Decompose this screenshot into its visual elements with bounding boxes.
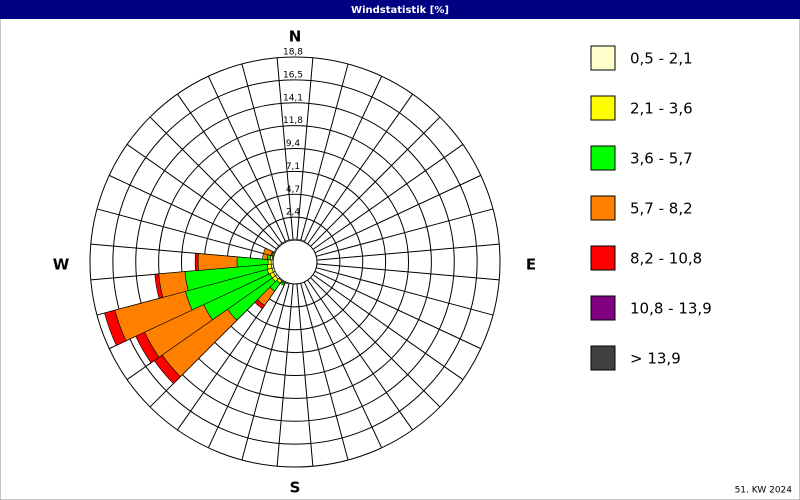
- compass-s: S: [290, 479, 301, 497]
- spoke: [296, 57, 314, 241]
- grid-ring: [89, 56, 501, 468]
- y-tick-label: 16,5: [283, 70, 303, 80]
- spoke: [300, 283, 349, 461]
- spoke: [316, 263, 500, 281]
- legend-label: 0,5 - 2,1: [630, 50, 693, 68]
- spoke: [316, 267, 494, 316]
- legend-swatch: [590, 145, 616, 171]
- legend-swatch: [590, 295, 616, 321]
- footer: 51. KW 2024: [735, 486, 793, 496]
- spoke: [149, 116, 280, 247]
- spoke: [108, 174, 276, 254]
- spoke: [307, 93, 413, 245]
- wedge-segment: [292, 238, 298, 241]
- legend-label: 2,1 - 3,6: [630, 100, 693, 118]
- spoke: [307, 279, 413, 431]
- chart-title: Windstatistik [%]: [351, 5, 449, 16]
- legend-label: 3,6 - 5,7: [630, 150, 693, 168]
- legend-swatch: [590, 95, 616, 121]
- spoke: [312, 274, 464, 380]
- wedge-segment: [263, 247, 273, 256]
- y-tick-label: 9,4: [286, 139, 301, 149]
- wedge-segment: [300, 239, 306, 243]
- legend-swatch: [590, 45, 616, 71]
- title-bar: [0, 0, 800, 19]
- y-tick-label: 2,4: [286, 208, 301, 218]
- legend-label: 8,2 - 10,8: [630, 250, 702, 268]
- spoke: [303, 75, 383, 243]
- spoke: [310, 116, 441, 247]
- spoke: [276, 283, 294, 467]
- legend-swatch: [590, 345, 616, 371]
- spoke: [126, 144, 278, 250]
- compass-e: E: [526, 256, 536, 274]
- spoke: [296, 283, 314, 467]
- y-tick-label: 14,1: [283, 93, 303, 103]
- spoke: [207, 281, 287, 449]
- grid-ring: [112, 79, 478, 445]
- y-tick-label: 7,1: [286, 162, 300, 172]
- spoke: [310, 277, 441, 408]
- spoke: [316, 208, 494, 257]
- legend-label: 5,7 - 8,2: [630, 200, 693, 218]
- spoke: [96, 208, 274, 257]
- compass-w: W: [53, 256, 70, 274]
- grid-ring: [158, 125, 432, 399]
- compass-n: N: [289, 28, 302, 46]
- spoke: [316, 243, 500, 261]
- legend-label: > 13,9: [630, 350, 681, 368]
- spoke: [207, 75, 287, 243]
- y-tick-label: 11,8: [283, 116, 303, 126]
- wedge-segment: [267, 259, 272, 265]
- spoke: [312, 144, 464, 250]
- y-tick-label: 4,7: [286, 185, 300, 195]
- wedge-segment: [194, 252, 199, 272]
- spoke: [276, 57, 294, 241]
- spoke: [314, 174, 482, 254]
- spoke: [177, 93, 283, 245]
- spoke: [241, 283, 290, 461]
- legend-swatch: [590, 195, 616, 221]
- wedge-segment: [104, 309, 127, 346]
- grid-ring: [181, 148, 409, 376]
- grid-ring: [135, 102, 455, 422]
- wedge-segment: [154, 273, 164, 299]
- wedge-segment: [288, 238, 294, 242]
- y-tick-label: 18,8: [283, 48, 303, 58]
- spoke: [303, 281, 383, 449]
- spoke: [314, 270, 482, 350]
- legend-label: 10,8 - 13,9: [630, 300, 712, 318]
- spoke: [300, 63, 349, 241]
- legend-swatch: [590, 245, 616, 271]
- spoke: [241, 63, 290, 241]
